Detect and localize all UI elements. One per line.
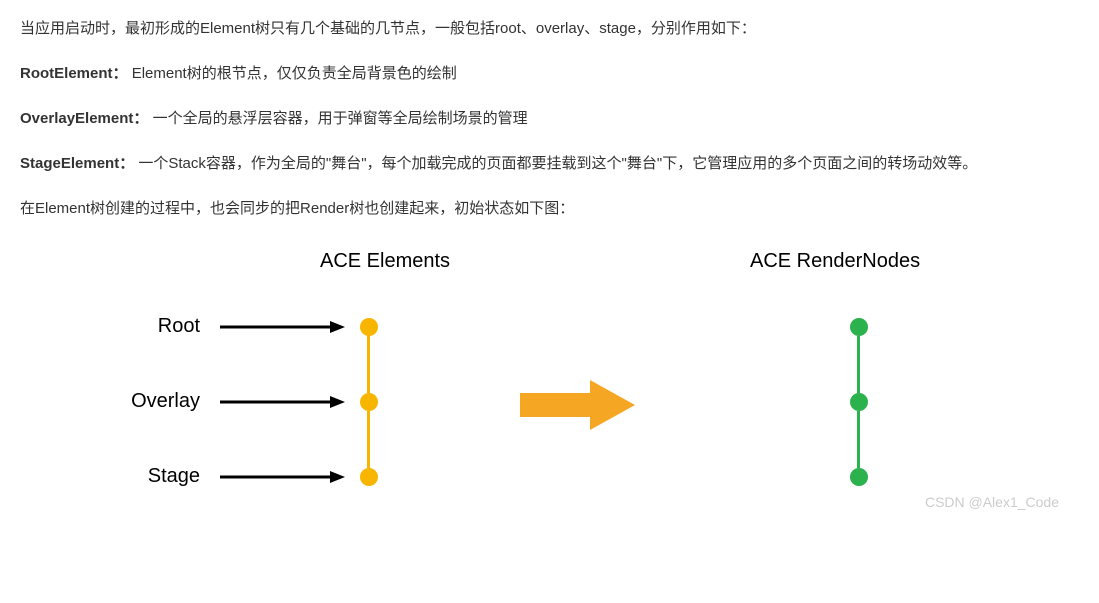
right-title: ACE RenderNodes <box>750 250 920 273</box>
root-element-label: RootElement： <box>20 65 128 82</box>
green-line-1 <box>857 336 860 393</box>
yellow-node-root <box>360 318 378 336</box>
intro-paragraph: 当应用启动时，最初形成的Element树只有几个基础的几节点，一般包括root、… <box>20 15 1079 42</box>
stage-element-desc: 一个Stack容器，作为全局的"舞台"，每个加载完成的页面都要挂载到这个"舞台"… <box>138 155 977 172</box>
overlay-element-desc: 一个全局的悬浮层容器，用于弹窗等全局绘制场景的管理 <box>153 110 528 127</box>
green-node-root <box>850 318 868 336</box>
overlay-element-paragraph: OverlayElement： 一个全局的悬浮层容器，用于弹窗等全局绘制场景的管… <box>20 105 1079 132</box>
arrow-root-icon <box>220 320 345 334</box>
stage-element-paragraph: StageElement： 一个Stack容器，作为全局的"舞台"，每个加载完成… <box>20 150 1079 177</box>
label-stage: Stage <box>100 465 200 488</box>
root-element-paragraph: RootElement： Element树的根节点，仅仅负责全局背景色的绘制 <box>20 60 1079 87</box>
stage-element-label: StageElement： <box>20 155 134 172</box>
yellow-line-1 <box>367 336 370 393</box>
overlay-element-label: OverlayElement： <box>20 110 148 127</box>
render-tree-note: 在Element树创建的过程中，也会同步的把Render树也创建起来，初始状态如… <box>20 195 1079 222</box>
left-title: ACE Elements <box>320 250 450 273</box>
watermark: CSDN @Alex1_Code <box>925 494 1059 510</box>
yellow-node-overlay <box>360 393 378 411</box>
green-node-stage <box>850 468 868 486</box>
green-line-2 <box>857 411 860 468</box>
root-element-desc: Element树的根节点，仅仅负责全局背景色的绘制 <box>132 65 457 82</box>
yellow-node-stage <box>360 468 378 486</box>
green-node-overlay <box>850 393 868 411</box>
arrow-stage-icon <box>220 470 345 484</box>
diagram: ACE Elements ACE RenderNodes Root Overla… <box>20 240 1079 520</box>
label-root: Root <box>100 315 200 338</box>
big-arrow-icon <box>520 380 635 434</box>
label-overlay: Overlay <box>100 390 200 413</box>
yellow-line-2 <box>367 411 370 468</box>
arrow-overlay-icon <box>220 395 345 409</box>
